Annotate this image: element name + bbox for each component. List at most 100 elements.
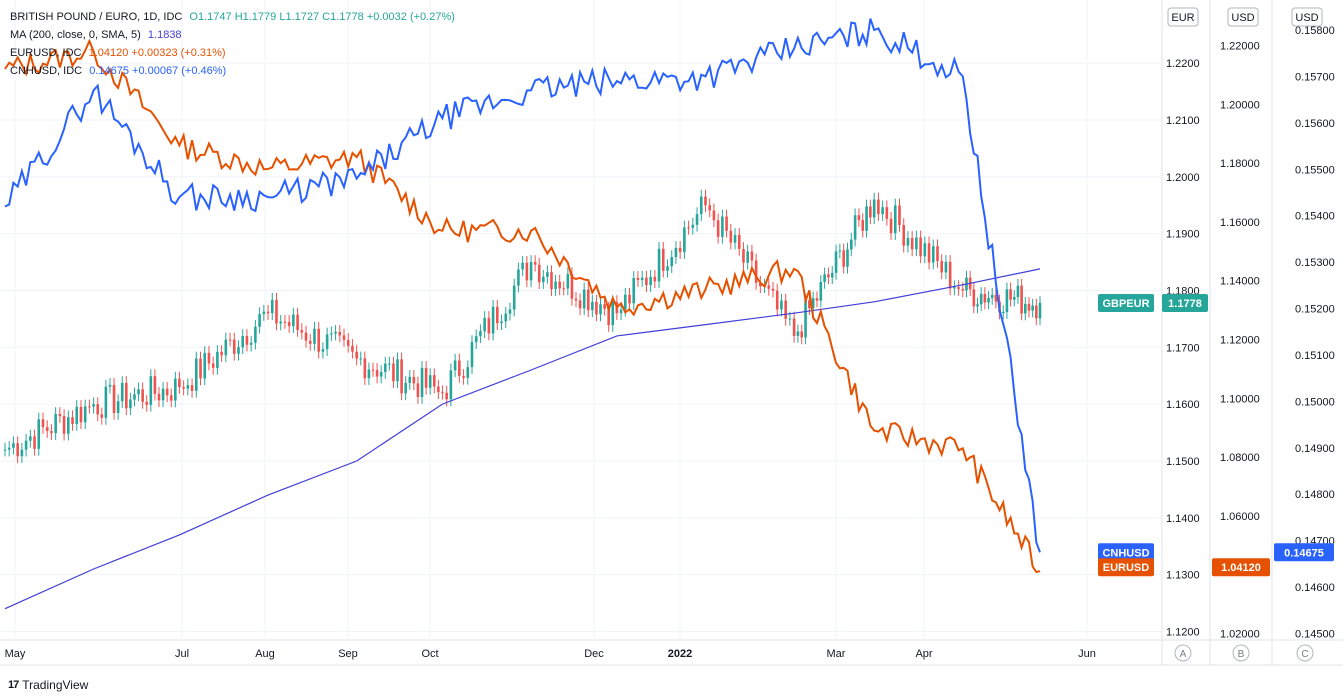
candle-body xyxy=(287,321,291,327)
candle-body xyxy=(775,290,779,310)
candle-body xyxy=(270,299,274,314)
axis-a-tick-label: 1.1600 xyxy=(1166,399,1200,411)
axis-b-button[interactable] xyxy=(1232,644,1250,662)
tradingview-logo-icon: 17 xyxy=(8,679,19,691)
axis-a-button[interactable] xyxy=(1174,644,1192,662)
axis-c-tick-label: 0.14800 xyxy=(1295,489,1335,501)
candle-body xyxy=(7,447,11,450)
gbpeur-name-badge-box xyxy=(1098,293,1154,312)
candle-body xyxy=(62,416,66,434)
legend-open: O1.1747 xyxy=(189,11,232,23)
candle-body xyxy=(58,414,62,417)
candle-body xyxy=(699,196,703,215)
candle-body xyxy=(199,358,202,379)
candle-body xyxy=(611,302,615,326)
candle-body xyxy=(670,257,674,267)
candle-body xyxy=(479,331,482,337)
candle-body xyxy=(1009,289,1012,300)
axis-a-tick-label: 1.1400 xyxy=(1166,513,1200,525)
candle-body xyxy=(54,414,57,434)
candle-body xyxy=(313,328,316,344)
time-tick-label: Dec xyxy=(584,648,604,660)
axis-a-unit-label: EUR xyxy=(1171,12,1194,24)
legend-ma: MA (200, close, 0, SMA, 5) 1.1838 xyxy=(10,26,455,44)
legend-cnhusd: CNHUSD, IDC 0.14675 +0.00067 (+0.46%) xyxy=(10,62,455,80)
candle-body xyxy=(628,294,631,304)
candle-body xyxy=(182,387,185,389)
axis-b-tick-label: 1.08000 xyxy=(1220,452,1260,464)
axis-c-tick-label: 0.15600 xyxy=(1295,118,1335,130)
candle-body xyxy=(24,440,28,450)
candle-body xyxy=(375,370,379,377)
candle-body xyxy=(104,386,108,418)
candle-body xyxy=(458,360,461,376)
gbpeur-name-badge-text: GBPEUR xyxy=(1102,298,1149,310)
plot-area[interactable] xyxy=(3,18,1042,610)
legend-low: L1.1727 xyxy=(279,11,320,23)
candle-body xyxy=(108,384,112,387)
axis-b-tick-label: 1.06000 xyxy=(1220,511,1260,523)
candle-body xyxy=(529,262,533,281)
axis-c-button[interactable] xyxy=(1296,644,1314,662)
candle-body xyxy=(275,299,278,324)
legend-main-label: BRITISH POUND / EURO, 1D, IDC xyxy=(10,11,183,23)
candle-body xyxy=(771,288,775,291)
ma-200-line xyxy=(4,268,1041,610)
legend-ma-value: 1.1838 xyxy=(147,29,182,41)
candle-body xyxy=(800,331,804,338)
candle-body xyxy=(915,237,918,250)
axis-c-unit-label: USD xyxy=(1295,12,1318,24)
candle-body xyxy=(437,386,440,393)
candle-body xyxy=(1038,302,1042,319)
candle-body xyxy=(3,449,7,451)
cnhusd-line xyxy=(4,18,1041,553)
legend-cnhusd-label: CNHUSD, IDC xyxy=(10,65,83,77)
candle-body xyxy=(599,304,602,315)
candle-body xyxy=(16,443,19,457)
candle-body xyxy=(137,389,140,395)
legend: BRITISH POUND / EURO, 1D, IDC O1.1747 H1… xyxy=(10,8,455,80)
candle-body xyxy=(906,237,910,246)
candle-body xyxy=(788,318,792,320)
candle-body xyxy=(885,207,889,219)
candle-body xyxy=(542,276,545,283)
candle-body xyxy=(178,378,181,388)
candle-body xyxy=(483,317,486,332)
candle-body xyxy=(976,304,979,307)
candle-body xyxy=(595,301,598,315)
candle-body xyxy=(432,375,436,387)
axis-b-tick-label: 1.16000 xyxy=(1220,217,1260,229)
candle-body xyxy=(554,281,557,290)
footer-brand[interactable]: 17 TradingView xyxy=(8,678,88,692)
candle-body xyxy=(120,382,124,402)
candle-body xyxy=(45,427,49,431)
candle-body xyxy=(33,436,36,449)
candle-body xyxy=(767,285,771,289)
cnhusd-name-badge-box xyxy=(1098,543,1154,562)
candle-body xyxy=(41,419,45,428)
candle-body xyxy=(994,294,998,302)
candle-body xyxy=(846,249,849,267)
candle-body xyxy=(71,417,74,424)
axis-a-tick-label: 1.1700 xyxy=(1166,342,1200,354)
candle-body xyxy=(133,394,136,400)
candle-body xyxy=(653,276,657,282)
candle-body xyxy=(283,321,287,323)
candle-body xyxy=(245,335,249,345)
candle-body xyxy=(1005,289,1009,312)
candle-body xyxy=(721,216,724,237)
candle-body xyxy=(687,227,690,229)
candle-body xyxy=(678,247,682,253)
axis-b-button-label: B xyxy=(1238,649,1245,660)
candle-body xyxy=(355,351,358,359)
candle-body xyxy=(334,331,337,334)
candle-body xyxy=(919,237,922,257)
candle-body xyxy=(462,375,465,378)
candle-body xyxy=(237,347,240,354)
candle-body xyxy=(784,300,787,319)
candle-body xyxy=(872,199,876,218)
axis-a-tick-label: 1.2000 xyxy=(1166,172,1200,184)
candle-body xyxy=(408,376,412,383)
candle-body xyxy=(308,340,312,344)
